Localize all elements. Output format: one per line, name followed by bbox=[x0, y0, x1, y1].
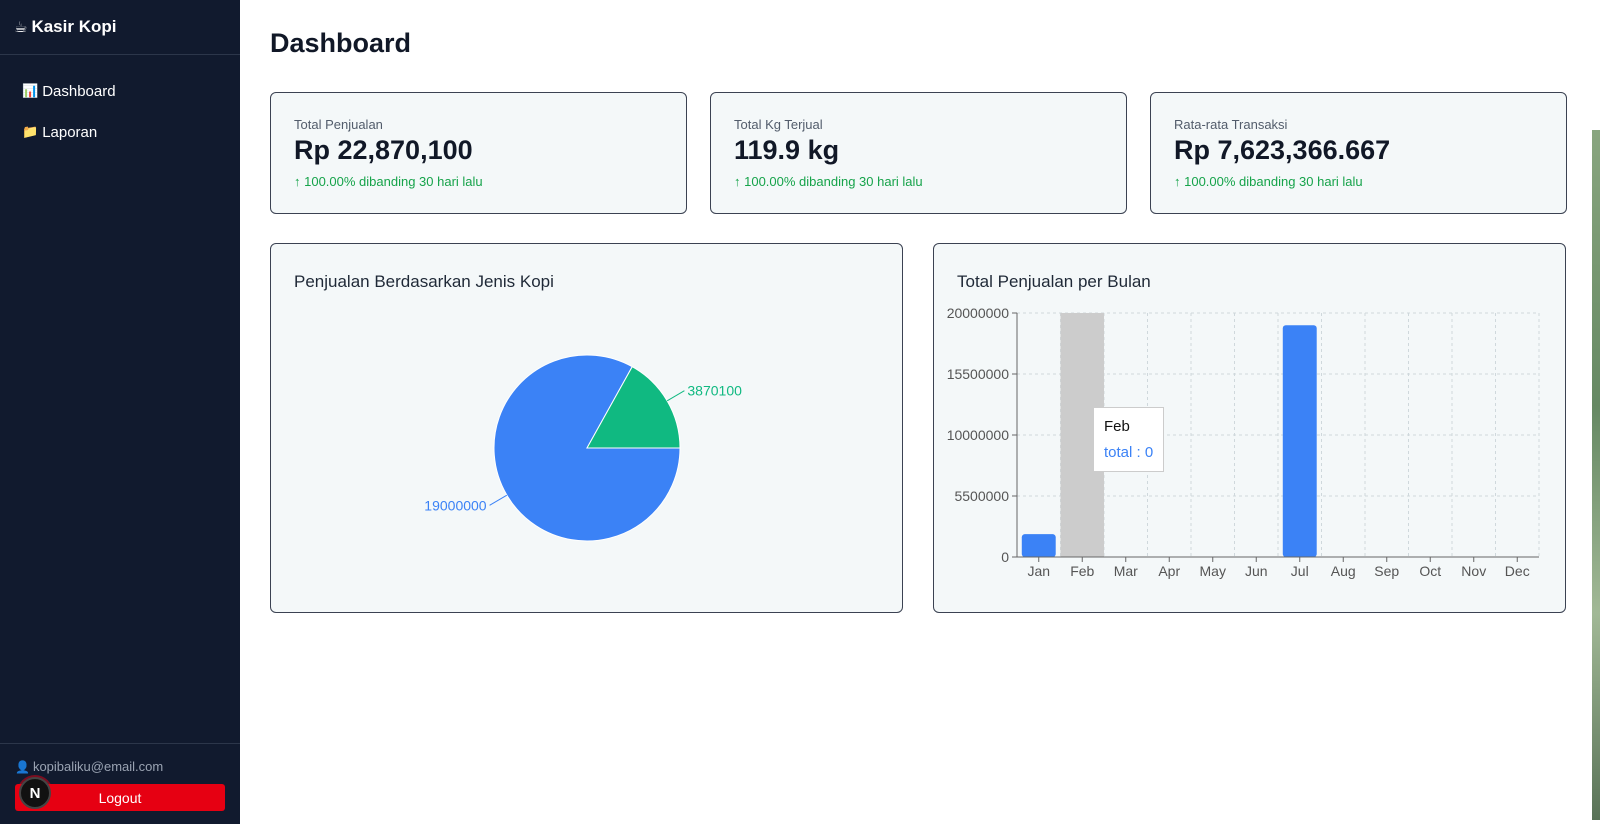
stat-card-total-penjualan: Total Penjualan Rp 22,870,100 ↑ 100.00% … bbox=[270, 92, 687, 214]
x-tick-label: Mar bbox=[1114, 563, 1138, 579]
sidebar-item-dashboard[interactable]: 📊 Dashboard bbox=[0, 77, 240, 105]
y-tick-label: 0 bbox=[1001, 549, 1009, 565]
bar-chart-icon: 📊 bbox=[22, 83, 39, 98]
x-tick-label: Nov bbox=[1461, 563, 1486, 579]
pie-label-line bbox=[666, 390, 685, 402]
x-tick-label: Jan bbox=[1027, 563, 1050, 579]
y-tick-label: 20000000 bbox=[947, 305, 1010, 321]
brand: ☕ Kasir Kopi bbox=[0, 0, 240, 55]
bar-jul[interactable] bbox=[1282, 325, 1317, 557]
x-tick-label: Aug bbox=[1331, 563, 1356, 579]
stat-change: ↑ 100.00% dibanding 30 hari lalu bbox=[734, 174, 923, 189]
y-tick-label: 5500000 bbox=[954, 488, 1009, 504]
stat-card-total-kg: Total Kg Terjual 119.9 kg ↑ 100.00% diba… bbox=[710, 92, 1127, 214]
stat-value: 119.9 kg bbox=[734, 135, 840, 165]
bar-chart-panel: Total Penjualan per Bulan 0 5500000 100000… bbox=[933, 243, 1566, 613]
coffee-icon: ☕ bbox=[14, 19, 28, 36]
y-tick-label: 10000000 bbox=[947, 427, 1010, 443]
sidebar-nav: 📊 Dashboard 📁 Laporan bbox=[0, 55, 240, 146]
x-tick-label: Sep bbox=[1374, 563, 1399, 579]
stat-card-rata-rata: Rata-rata Transaksi Rp 7,623,366.667 ↑ 1… bbox=[1150, 92, 1567, 214]
chart-tooltip: Feb total : 0 bbox=[1093, 407, 1165, 472]
stat-label: Rata-rata Transaksi bbox=[1174, 117, 1288, 132]
bar-chart: 0 5500000 10000000 15500000 20000000 Jan Feb Ma… bbox=[947, 305, 1540, 579]
x-tick-label: May bbox=[1200, 563, 1226, 579]
x-tick-label: Oct bbox=[1419, 563, 1441, 579]
pie-chart-title: Penjualan Berdasarkan Jenis Kopi bbox=[294, 272, 554, 291]
user-email: kopibaliku@email.com bbox=[32, 759, 164, 774]
sidebar: ☕ Kasir Kopi 📊 Dashboard 📁 Laporan 👤 kop… bbox=[0, 0, 240, 824]
user-info: 👤 kopibaliku@email.com bbox=[15, 759, 163, 774]
tooltip-value: total : 0 bbox=[1104, 444, 1154, 461]
sidebar-footer: 👤 kopibaliku@email.com Logout N bbox=[0, 743, 240, 824]
nextjs-dev-badge[interactable]: N bbox=[19, 777, 51, 809]
sidebar-item-label: Dashboard bbox=[42, 82, 116, 100]
x-tick-label: Feb bbox=[1070, 563, 1094, 579]
user-icon: 👤 bbox=[15, 759, 30, 774]
stat-label: Total Kg Terjual bbox=[734, 117, 823, 132]
y-tick-label: 15500000 bbox=[947, 366, 1010, 382]
pie-chart: 19000000 3870100 bbox=[424, 354, 742, 542]
pie-data-label: 19000000 bbox=[424, 497, 487, 513]
x-tick-label: Dec bbox=[1505, 563, 1530, 579]
bar-jan[interactable] bbox=[1021, 534, 1056, 557]
x-tick-label: Apr bbox=[1158, 563, 1180, 579]
page-title: Dashboard bbox=[270, 28, 412, 58]
pie-slice-2[interactable] bbox=[586, 366, 681, 449]
bar-chart-title: Total Penjualan per Bulan bbox=[957, 272, 1151, 291]
background-strip bbox=[1592, 130, 1600, 820]
stat-label: Total Penjualan bbox=[294, 117, 383, 132]
pie-data-label: 3870100 bbox=[687, 383, 742, 399]
pie-label-line bbox=[489, 494, 508, 506]
tooltip-label: Feb bbox=[1104, 418, 1130, 435]
x-tick-label: Jul bbox=[1291, 563, 1309, 579]
folder-icon: 📁 bbox=[22, 124, 39, 139]
brand-name: Kasir Kopi bbox=[31, 17, 117, 36]
pie-chart-panel: Penjualan Berdasarkan Jenis Kopi 1900000… bbox=[270, 243, 903, 613]
stat-change: ↑ 100.00% dibanding 30 hari lalu bbox=[294, 174, 483, 189]
pie-slice-1[interactable] bbox=[493, 354, 681, 542]
stat-value: Rp 7,623,366.667 bbox=[1174, 135, 1391, 165]
sidebar-item-laporan[interactable]: 📁 Laporan bbox=[0, 118, 240, 146]
main-content: Dashboard Total Penjualan Rp 22,870,100 … bbox=[240, 0, 1600, 824]
x-tick-label: Jun bbox=[1245, 563, 1268, 579]
stat-value: Rp 22,870,100 bbox=[294, 135, 473, 165]
stat-change: ↑ 100.00% dibanding 30 hari lalu bbox=[1174, 174, 1363, 189]
sidebar-item-label: Laporan bbox=[42, 123, 98, 141]
